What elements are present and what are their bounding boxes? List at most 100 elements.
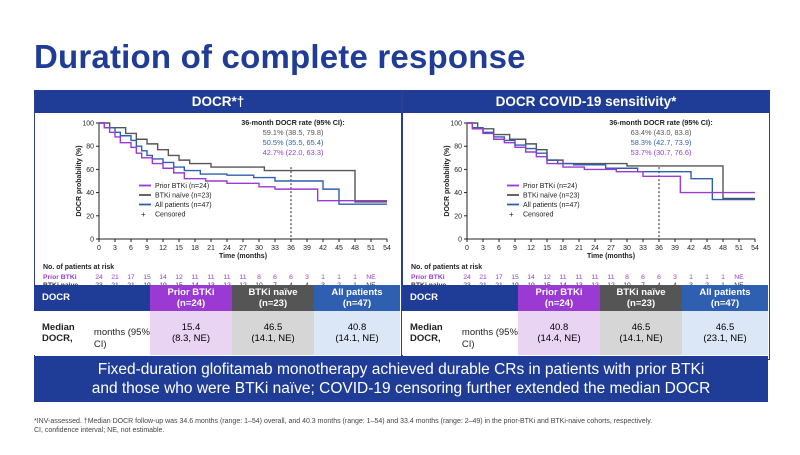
rate-value: 50.5% (35.5, 65.4) xyxy=(263,138,324,147)
risk-count: 17 xyxy=(495,274,503,281)
km-curve xyxy=(467,122,755,201)
x-tick-label: 15 xyxy=(175,245,183,252)
rate-header: 36-month DOCR rate (95% CI): xyxy=(609,118,712,127)
legend-entry: BTKi naïve (n=23) xyxy=(523,193,580,200)
legend-entry: BTKi naïve (n=23) xyxy=(155,193,212,200)
risk-count: 11 xyxy=(239,274,246,281)
table-row-label: Median DOCR, months (95% CI) xyxy=(34,311,150,355)
risk-table-header: No. of patients at risk xyxy=(411,264,482,271)
risk-count: 11 xyxy=(223,274,230,281)
conclusion-banner: Fixed-duration glofitamab monotherapy ac… xyxy=(34,356,768,402)
x-tick-label: 9 xyxy=(145,245,149,252)
risk-count: 24 xyxy=(463,274,471,281)
risk-count: 1 xyxy=(321,274,325,281)
risk-count: 8 xyxy=(625,274,629,281)
legend-entry: Prior BTKi (n=24) xyxy=(155,183,209,190)
risk-row-label: Prior BTKi xyxy=(43,274,77,281)
x-tick-label: 48 xyxy=(719,245,727,252)
x-tick-label: 21 xyxy=(575,245,583,252)
x-tick-label: 54 xyxy=(751,245,759,252)
x-tick-label: 6 xyxy=(497,245,501,252)
panel-title: DOCR*† xyxy=(35,91,401,113)
table-header-cell: BTKi naïve (n=23) xyxy=(600,285,682,311)
rate-value: 53.7% (30.7, 76.6) xyxy=(631,148,692,157)
y-tick-label: 40 xyxy=(86,190,94,197)
km-curve xyxy=(99,122,387,203)
x-tick-label: 45 xyxy=(335,245,343,252)
risk-count: 11 xyxy=(575,274,582,281)
rate-value: 59.1% (38.5, 79.8) xyxy=(263,128,324,137)
table-header-cell: DOCR xyxy=(402,285,518,311)
x-tick-label: 27 xyxy=(239,245,247,252)
y-axis-label: DOCR probability (%) xyxy=(76,145,83,216)
x-tick-label: 18 xyxy=(559,245,567,252)
x-tick-label: 39 xyxy=(671,245,679,252)
risk-count: 6 xyxy=(289,274,293,281)
risk-count: 12 xyxy=(175,274,183,281)
legend-entry: All patients (n=47) xyxy=(523,202,580,209)
x-tick-label: 15 xyxy=(543,245,551,252)
risk-count: 6 xyxy=(641,274,645,281)
table-header-cell: DOCR xyxy=(34,285,150,311)
risk-count: 24 xyxy=(95,274,103,281)
y-tick-label: 100 xyxy=(450,121,462,128)
table-value-cell: 40.8 (14.1, NE) xyxy=(314,311,400,355)
x-tick-label: 21 xyxy=(207,245,215,252)
x-tick-label: 3 xyxy=(481,245,485,252)
km-curve xyxy=(467,122,755,194)
risk-count: 12 xyxy=(543,274,551,281)
risk-count: 6 xyxy=(657,274,661,281)
risk-count: 1 xyxy=(721,274,725,281)
x-tick-label: 39 xyxy=(303,245,311,252)
median-docr-covid-table: DOCR Prior BTKi (n=24) BTKi naïve (n=23) Al… xyxy=(402,285,768,355)
km-curve xyxy=(99,122,387,205)
x-tick-label: 42 xyxy=(687,245,695,252)
x-tick-label: 30 xyxy=(623,245,631,252)
table-value-cell: 46.5 (23.1, NE) xyxy=(682,311,768,355)
rate-value: 58.3% (42.7, 73.9) xyxy=(631,138,692,147)
y-tick-label: 40 xyxy=(454,190,462,197)
table-header-cell: Prior BTKi (n=24) xyxy=(150,285,232,311)
x-tick-label: 33 xyxy=(271,245,279,252)
risk-count: 1 xyxy=(353,274,357,281)
x-tick-label: 0 xyxy=(465,245,469,252)
table-header-cell: All patients (n=47) xyxy=(682,285,768,311)
x-tick-label: 12 xyxy=(159,245,167,252)
risk-count: 15 xyxy=(511,274,519,281)
table-row-label: Median DOCR, months (95% CI) xyxy=(402,311,518,355)
risk-count: 3 xyxy=(305,274,309,281)
x-tick-label: 48 xyxy=(351,245,359,252)
table-value-cell: 40.8 (14.4, NE) xyxy=(518,311,600,355)
y-tick-label: 0 xyxy=(90,237,94,244)
table-header-cell: BTKi naïve (n=23) xyxy=(232,285,314,311)
y-axis-label: DOCR probability (%) xyxy=(444,145,451,216)
risk-count: 15 xyxy=(143,274,151,281)
x-tick-label: 27 xyxy=(607,245,615,252)
table-header-cell: All patients (n=47) xyxy=(314,285,400,311)
x-tick-label: 24 xyxy=(223,245,231,252)
page-title: Duration of complete response xyxy=(34,38,526,75)
table-header-cell: Prior BTKi (n=24) xyxy=(518,285,600,311)
legend-entry: Censored xyxy=(523,212,553,219)
table-value-cell: 46.5 (14.1, NE) xyxy=(600,311,682,355)
conclusion-text: Fixed-duration glofitamab monotherapy ac… xyxy=(91,360,711,397)
risk-count: 11 xyxy=(191,274,198,281)
x-axis-label: Time (months) xyxy=(587,253,635,260)
legend-entry: Censored xyxy=(155,212,185,219)
x-axis-label: Time (months) xyxy=(219,253,267,260)
risk-count: 11 xyxy=(591,274,598,281)
footnote-text: *INV-assessed. †Median DOCR follow-up wa… xyxy=(34,418,653,435)
legend-censor-mark: + xyxy=(509,210,514,219)
y-tick-label: 80 xyxy=(454,144,462,151)
rate-value: 42.7% (22.0, 63.3) xyxy=(263,148,324,157)
risk-count: NE xyxy=(366,274,376,281)
x-tick-label: 42 xyxy=(319,245,327,252)
y-tick-label: 20 xyxy=(454,213,462,220)
risk-count: 3 xyxy=(673,274,677,281)
risk-count: 11 xyxy=(607,274,614,281)
risk-row-label: Prior BTKi xyxy=(411,274,445,281)
x-tick-label: 36 xyxy=(655,245,663,252)
legend-entry: All patients (n=47) xyxy=(155,202,212,209)
y-tick-label: 60 xyxy=(454,167,462,174)
x-tick-label: 12 xyxy=(527,245,535,252)
